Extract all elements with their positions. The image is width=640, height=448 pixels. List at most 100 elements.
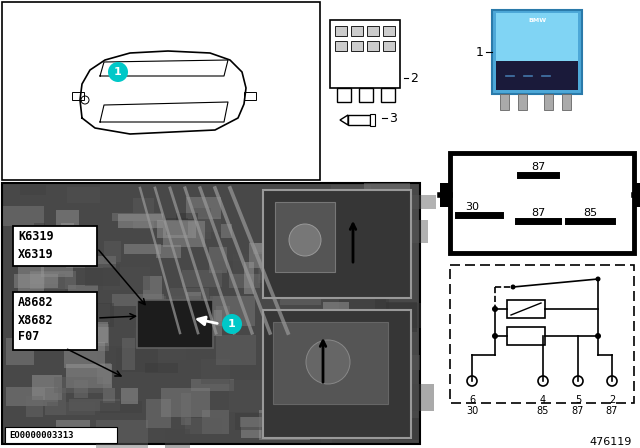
Bar: [157, 315, 207, 343]
Bar: [340, 207, 359, 225]
Bar: [259, 252, 290, 284]
Bar: [5, 427, 117, 443]
Bar: [6, 388, 58, 406]
Bar: [273, 381, 300, 390]
Text: 3: 3: [389, 112, 397, 125]
Bar: [348, 115, 370, 125]
Bar: [157, 220, 196, 238]
Bar: [3, 206, 45, 226]
Bar: [500, 94, 509, 110]
Bar: [281, 382, 330, 397]
Bar: [133, 198, 154, 229]
Bar: [100, 401, 141, 413]
Bar: [351, 41, 363, 51]
Bar: [67, 187, 100, 203]
Text: BMW: BMW: [528, 17, 546, 22]
Bar: [450, 265, 634, 403]
Bar: [45, 274, 65, 293]
Bar: [166, 218, 188, 235]
Bar: [234, 239, 255, 259]
Bar: [390, 418, 419, 440]
Bar: [97, 363, 111, 384]
Bar: [191, 379, 234, 391]
Text: 1: 1: [476, 46, 484, 59]
Bar: [12, 312, 52, 330]
Bar: [347, 333, 396, 341]
Bar: [56, 419, 90, 429]
Bar: [385, 195, 436, 210]
Bar: [116, 349, 159, 372]
Bar: [104, 388, 115, 404]
Bar: [26, 396, 42, 418]
Text: 4: 4: [540, 395, 546, 405]
Bar: [91, 324, 109, 351]
Bar: [74, 380, 88, 398]
Bar: [297, 190, 330, 217]
Bar: [331, 185, 371, 197]
Bar: [145, 363, 178, 373]
Bar: [235, 413, 284, 430]
Bar: [186, 293, 201, 317]
Bar: [263, 310, 411, 438]
Bar: [122, 388, 138, 404]
Text: 85: 85: [583, 208, 597, 218]
Bar: [170, 288, 209, 309]
Text: 1: 1: [114, 67, 122, 77]
Bar: [181, 310, 200, 326]
Bar: [386, 302, 417, 332]
Bar: [240, 417, 278, 427]
Bar: [496, 13, 578, 61]
Bar: [97, 346, 124, 373]
Bar: [144, 296, 166, 304]
Bar: [357, 312, 369, 339]
Bar: [64, 342, 106, 368]
Bar: [137, 300, 213, 348]
Bar: [383, 41, 395, 51]
Bar: [216, 306, 230, 321]
Bar: [69, 399, 120, 411]
Bar: [376, 298, 386, 331]
Bar: [326, 279, 342, 296]
Text: 6: 6: [469, 395, 475, 405]
Bar: [383, 26, 395, 36]
Bar: [301, 198, 345, 229]
Bar: [13, 292, 97, 350]
Bar: [13, 226, 97, 266]
Circle shape: [492, 333, 498, 339]
Polygon shape: [340, 115, 348, 125]
Bar: [31, 241, 77, 265]
Bar: [112, 293, 164, 306]
Bar: [302, 321, 352, 344]
Bar: [337, 215, 361, 234]
Text: 2: 2: [609, 395, 615, 405]
Bar: [88, 322, 108, 344]
Bar: [362, 385, 378, 399]
Text: K6319: K6319: [18, 231, 54, 244]
Bar: [241, 417, 261, 438]
Bar: [33, 224, 45, 234]
Bar: [38, 308, 54, 321]
Bar: [173, 309, 195, 326]
Bar: [54, 377, 103, 392]
Text: A8682: A8682: [18, 297, 54, 310]
Bar: [259, 259, 303, 280]
Bar: [45, 388, 66, 415]
Bar: [124, 244, 161, 254]
Bar: [381, 302, 420, 328]
Bar: [518, 94, 527, 110]
Bar: [18, 261, 44, 292]
Bar: [2, 2, 320, 180]
Bar: [27, 323, 45, 345]
Bar: [215, 261, 258, 273]
Bar: [323, 302, 349, 319]
Text: 87: 87: [606, 406, 618, 416]
Bar: [285, 390, 312, 422]
Bar: [221, 224, 232, 238]
Bar: [335, 26, 347, 36]
Circle shape: [573, 376, 583, 386]
Bar: [66, 364, 113, 388]
Bar: [192, 208, 211, 239]
Bar: [184, 418, 221, 435]
Text: 30: 30: [466, 406, 478, 416]
Circle shape: [511, 284, 515, 289]
